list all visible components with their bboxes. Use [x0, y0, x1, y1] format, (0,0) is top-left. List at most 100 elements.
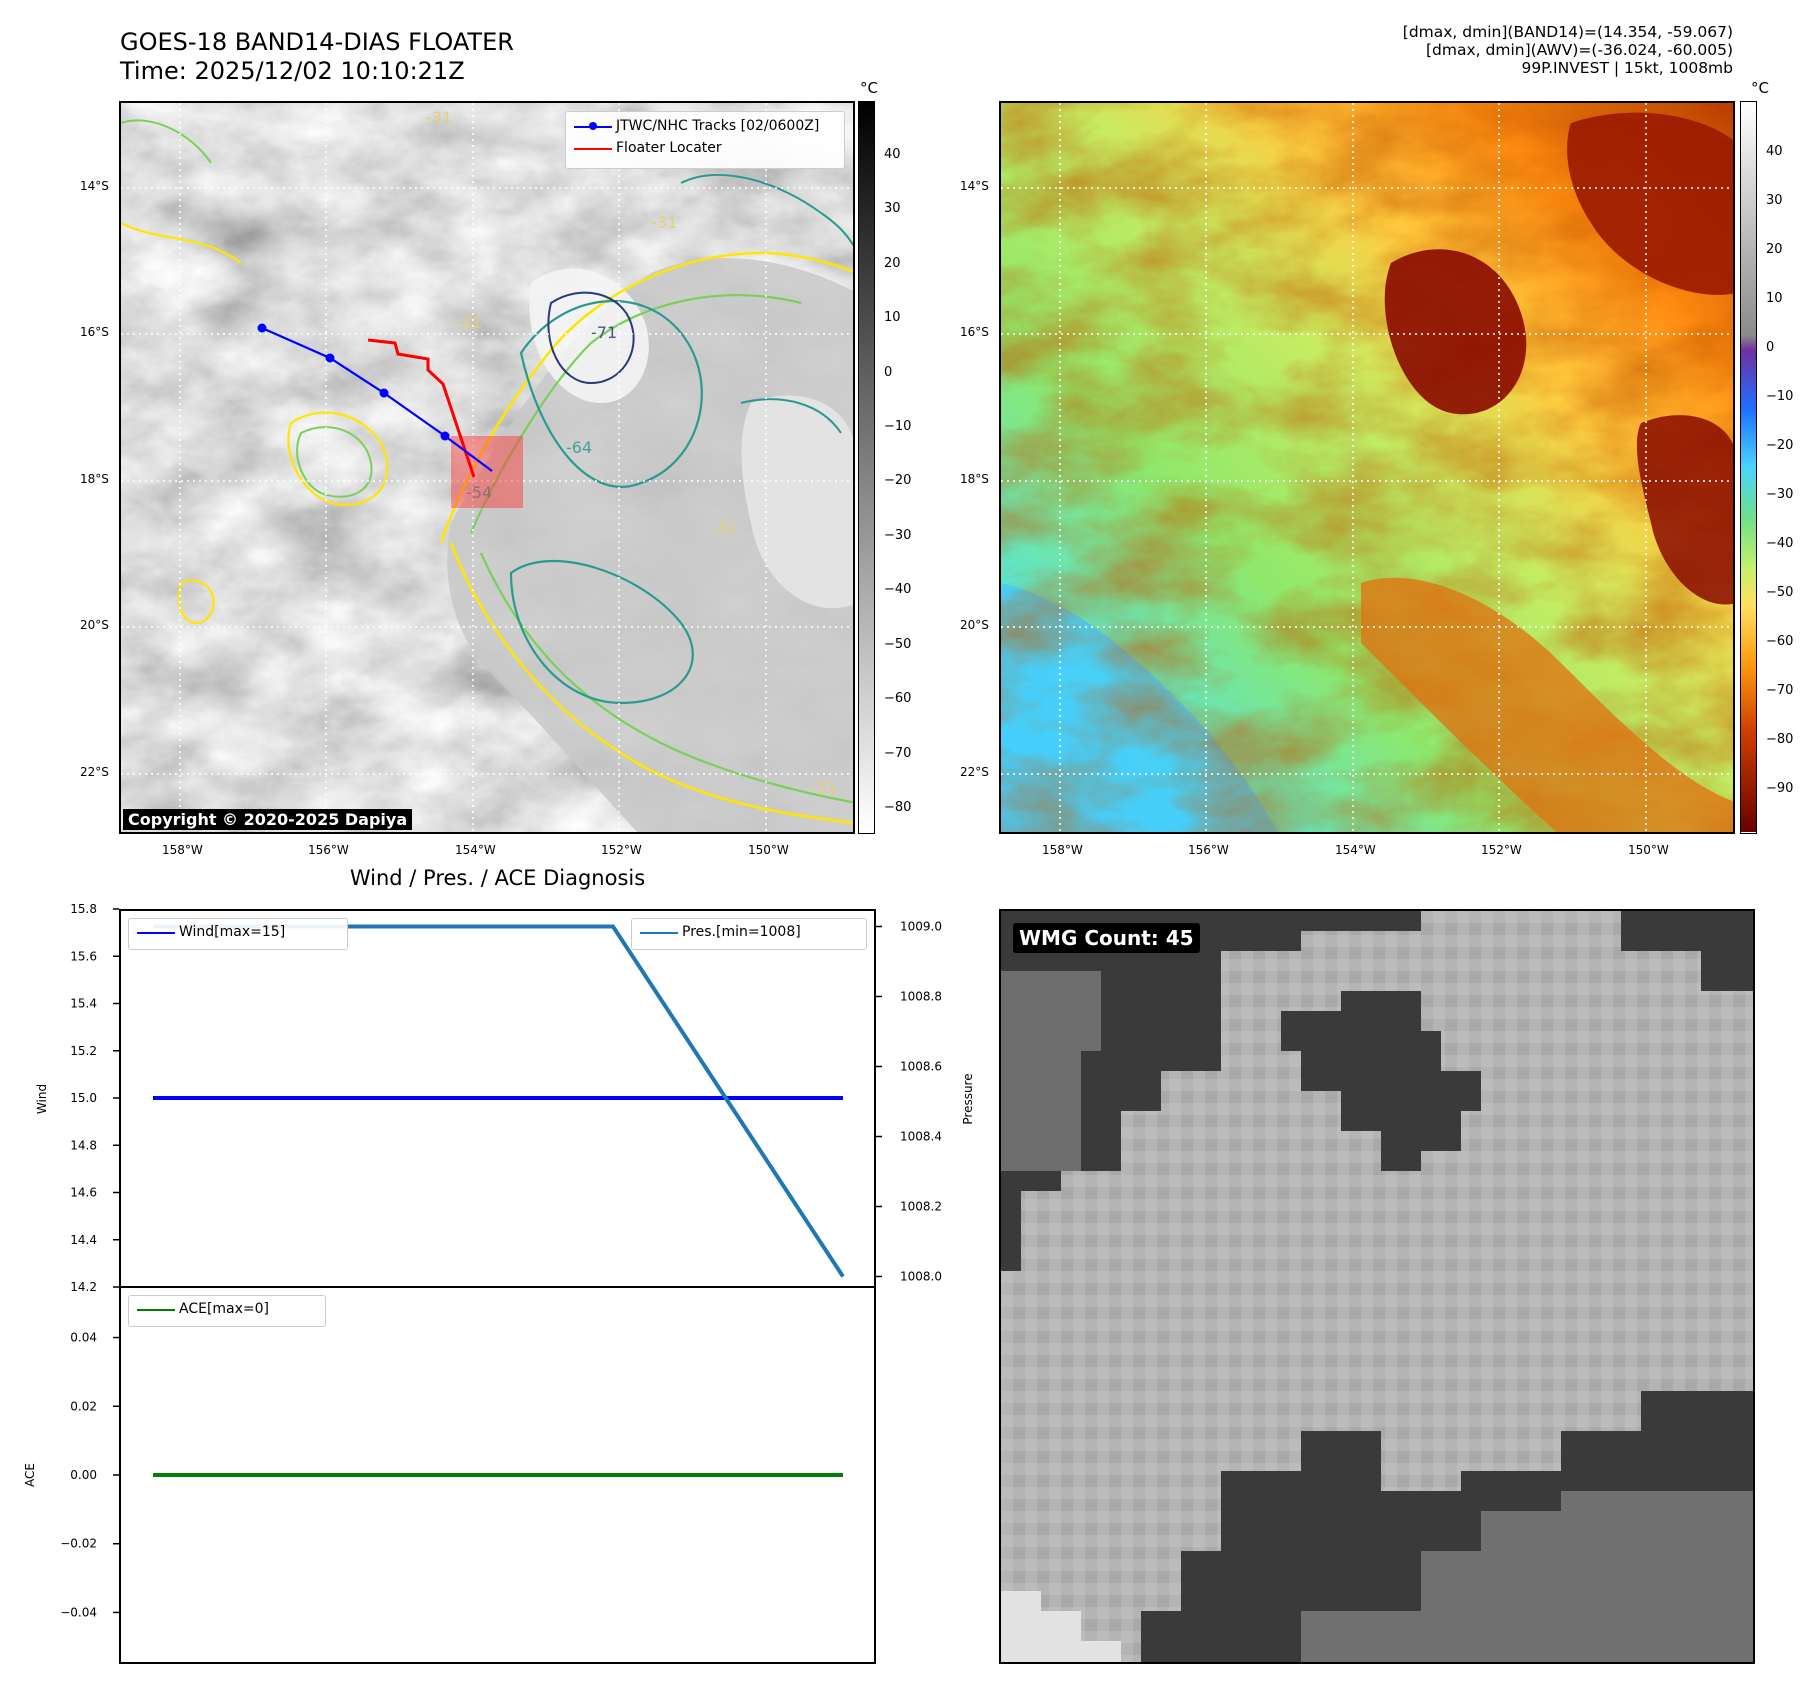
cold-core-center — [1384, 249, 1527, 415]
wmg-gray-southeast — [1301, 1491, 1753, 1662]
enh-tick: −30 — [1766, 487, 1794, 502]
contour-navy-core — [547, 291, 635, 385]
copyright-badge: Copyright © 2020-2025 Dapiya — [123, 809, 413, 830]
pressure-tick-label: 1008.6 — [900, 1060, 942, 1074]
wind-legend: Wind[max=15] — [128, 918, 348, 950]
ace-axis-label: ACE — [23, 1463, 37, 1487]
floater-locater-line — [367, 338, 476, 478]
enh-tick: 20 — [1766, 242, 1783, 257]
ace-tick-label: 0.00 — [70, 1468, 97, 1482]
lat-label: 20°S — [80, 618, 109, 632]
lon-label: 152°W — [601, 843, 642, 857]
contour-yellow-main — [439, 251, 853, 824]
pressure-tick-label: 1008.0 — [900, 1270, 942, 1284]
ir-tick: 40 — [884, 147, 901, 162]
info-line-storm: 99P.INVEST | 15kt, 1008mb — [1521, 59, 1733, 77]
ace-legend-line — [137, 1309, 175, 1311]
lon-label: 150°W — [1628, 843, 1669, 857]
lat-label: 14°S — [960, 179, 989, 193]
ir-tick: −70 — [884, 746, 912, 761]
figure-time: Time: 2025/12/02 10:10:21Z — [120, 57, 465, 85]
figure-title: GOES-18 BAND14-DIAS FLOATER — [120, 28, 514, 56]
contour-label: -31 — [811, 778, 837, 797]
info-line-awv: [dmax, dmin](AWV)=(-36.024, -60.005) — [1426, 41, 1733, 59]
enh-colorbar — [1740, 101, 1757, 834]
wmg-dark-block-south — [1141, 1431, 1561, 1662]
ace-tick-label: −0.04 — [60, 1605, 97, 1619]
lat-label: 14°S — [80, 179, 109, 193]
diagnosis-series — [153, 924, 845, 1477]
wind-tick-label: 14.4 — [70, 1233, 97, 1247]
contour-label: -71 — [591, 323, 617, 342]
ace-axes — [119, 1286, 876, 1664]
wind-axis-label: Wind — [35, 1084, 49, 1114]
wind-tick-label: 14.2 — [70, 1280, 97, 1294]
pressure-legend-line — [640, 932, 678, 934]
contour-labels: -31 -31 -31 -54 -64 -71 -31 -31 — [426, 108, 837, 797]
ir-tick: 0 — [884, 365, 893, 380]
contour-teal-main — [509, 300, 703, 705]
contour-label: -64 — [566, 438, 592, 457]
ir-tick: −20 — [884, 473, 912, 488]
contour-green-west — [121, 119, 373, 498]
ir-tick: 20 — [884, 256, 901, 271]
cold-core-ne — [1567, 112, 1733, 295]
pressure-legend-label: Pres.[min=1008] — [682, 924, 801, 940]
wmg-image — [1001, 911, 1753, 1662]
wind-tick-label: 15.2 — [70, 1044, 97, 1058]
ir-tick: −10 — [884, 419, 912, 434]
legend-floater-label: Floater Locater — [616, 140, 722, 156]
wmg-gray-west — [1001, 971, 1101, 1171]
warm-band-south — [1361, 577, 1733, 832]
enh-tick: −20 — [1766, 438, 1794, 453]
enh-tick: 40 — [1766, 144, 1783, 159]
enh-tick: −10 — [1766, 389, 1794, 404]
contour-teal-ne — [680, 174, 853, 434]
ir-tick: 30 — [884, 201, 901, 216]
ir-map-image: -31 -31 -31 -54 -64 -71 -31 -31 — [121, 103, 853, 832]
enh-colorbar-unit: °C — [1751, 79, 1769, 97]
lat-label: 18°S — [80, 472, 109, 486]
jtwc-track-points — [257, 323, 450, 441]
wind-tick-label: 15.6 — [70, 949, 97, 963]
enh-tick: 10 — [1766, 291, 1783, 306]
lat-label: 16°S — [80, 325, 109, 339]
wmg-count-badge: WMG Count: 45 — [1013, 923, 1200, 953]
ace-tick-label: 0.04 — [70, 1331, 97, 1345]
wmg-dark-hole-north — [1281, 991, 1481, 1171]
ir-tick: −80 — [884, 800, 912, 815]
wmg-cloud-field — [1001, 911, 1753, 1662]
wind-tick-label: 14.6 — [70, 1186, 97, 1200]
pressure-axis-label: Pressure — [961, 1073, 975, 1124]
wmg-light-corner — [1001, 1591, 1121, 1662]
wind-pressure-axes — [119, 909, 876, 1287]
wind-legend-label: Wind[max=15] — [179, 924, 286, 940]
ace-legend: ACE[max=0] — [128, 1295, 326, 1327]
ir-map-panel: -31 -31 -31 -54 -64 -71 -31 -31 JTWC/NHC… — [119, 101, 855, 834]
wind-tick-label: 15.4 — [70, 997, 97, 1011]
lon-label: 158°W — [162, 843, 203, 857]
ir-colorbar-unit: °C — [860, 79, 878, 97]
ace-legend-label: ACE[max=0] — [179, 1301, 270, 1317]
map-legend: JTWC/NHC Tracks [02/0600Z] Floater Locat… — [565, 111, 845, 169]
legend-track-marker — [589, 122, 597, 130]
wind-tick-label: 15.0 — [70, 1091, 97, 1105]
wind-tick-label: 15.8 — [70, 902, 97, 916]
pressure-tick-label: 1009.0 — [900, 920, 942, 934]
lon-label: 150°W — [748, 843, 789, 857]
enh-tick: −70 — [1766, 683, 1794, 698]
legend-track: JTWC/NHC Tracks [02/0600Z] — [566, 116, 844, 138]
enh-tick: 30 — [1766, 193, 1783, 208]
ace-tick-label: −0.02 — [60, 1537, 97, 1551]
contour-label: -31 — [426, 108, 452, 127]
ir-tick: −50 — [884, 637, 912, 652]
ir-colorbar — [858, 101, 875, 834]
enh-tick: −80 — [1766, 732, 1794, 747]
lon-label: 156°W — [1188, 843, 1229, 857]
lat-label: 18°S — [960, 472, 989, 486]
lat-label: 20°S — [960, 618, 989, 632]
lat-label: 22°S — [80, 765, 109, 779]
enh-tick: 0 — [1766, 340, 1775, 355]
pressure-axis-ticks: 1009.0 1008.8 1008.6 1008.4 1008.2 1008.0 — [876, 920, 942, 1284]
enh-tick: −40 — [1766, 536, 1794, 551]
